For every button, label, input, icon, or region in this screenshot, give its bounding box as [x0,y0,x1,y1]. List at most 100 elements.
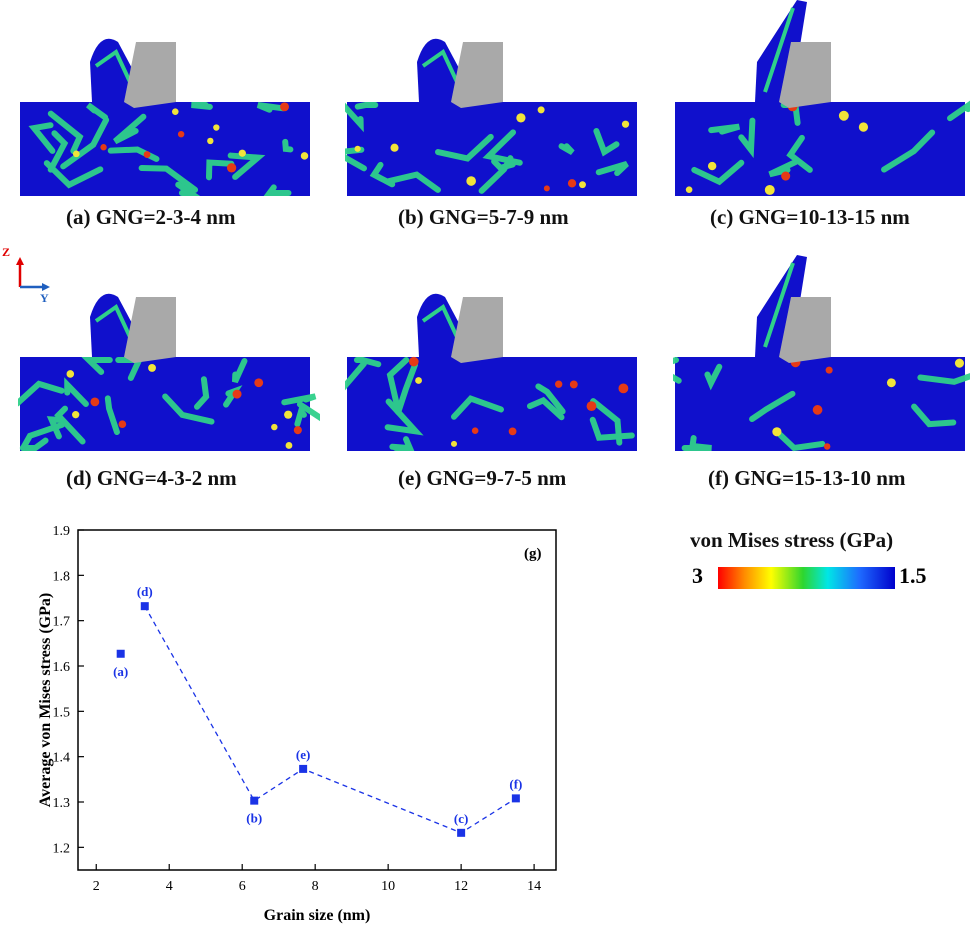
y-tick-label: 1.9 [53,524,71,539]
data-point-label: (f) [509,776,522,791]
stress-hotspot [618,383,629,394]
plot-frame [77,529,557,871]
caption-c: (c) GNG=10-13-15 nm [710,205,910,229]
stress-hotspot [271,423,278,431]
data-point [140,602,149,611]
y-tick-label: 1.7 [53,615,71,630]
chip [417,38,465,102]
x-tick-label: 4 [166,879,173,894]
snapshot-panel-c [675,0,970,196]
stress-hotspot [586,401,597,412]
stress-hotspot [764,184,775,195]
axis-key-z: Z [2,245,11,259]
chip [90,293,138,357]
cutting-tool [124,42,176,108]
stress-hotspot [100,144,107,151]
stress-hotspot [280,102,289,112]
snapshot-panel-b [345,38,637,196]
cutting-tool [779,42,831,108]
axis-key-y: Y [40,291,49,305]
grain-boundaries [691,100,970,186]
y-tick-label: 1.5 [53,705,71,720]
y-tick-label: 1.2 [53,841,71,856]
snapshot-panel-f [673,255,970,452]
panel-label-g: (g) [524,546,542,562]
stress-hotspot [238,149,246,157]
cutting-tool [451,42,503,108]
stress-hotspot [354,145,361,152]
data-point-label: (c) [454,811,468,826]
stress-hotspot [72,150,80,158]
stress-hotspot [226,163,237,173]
stress-hotspot [812,405,823,415]
stress-hotspot [148,363,156,372]
stress-hotspot [118,420,127,429]
grain-boundaries [345,102,629,194]
stress-hotspot [508,427,517,436]
chip [90,38,138,102]
data-point [457,828,466,837]
axis-key-arrows [16,257,50,291]
caption-a: (a) GNG=2-3-4 nm [66,205,236,229]
stress-hotspot [408,356,419,367]
stress-hotspot [177,130,185,138]
colorbar-title: von Mises stress (GPa) [690,528,894,552]
snapshot-panel-a [20,38,310,196]
workpiece-slab [675,357,965,451]
stress-hotspot [300,152,309,160]
data-point-label: (a) [113,664,128,679]
data-point [511,794,520,803]
stress-hotspot [450,440,458,447]
data-point [250,796,259,805]
data-point [299,764,308,773]
stress-hotspot [823,443,831,450]
stress-hotspot [284,410,293,419]
x-axis-label: Grain size (nm) [264,907,371,924]
x-tick-label: 12 [454,879,468,894]
stress-hotspot [415,377,422,384]
chip [417,293,465,357]
stress-hotspot [207,137,214,145]
stress-hotspot [707,161,717,171]
series-dashed-line [144,605,517,834]
x-tick-label: 14 [527,879,541,894]
colorbar-gradient [718,567,895,589]
stress-hotspot [579,181,586,189]
caption-b: (b) GNG=5-7-9 nm [398,205,569,229]
y-axis-label: Average von Mises stress (GPa) [37,593,54,807]
data-point-label: (d) [137,584,153,599]
stress-hotspot [781,171,791,181]
grain-boundaries [28,102,294,196]
x-tick-label: 6 [239,879,246,894]
stress-hotspot [285,442,293,449]
stress-hotspot [685,186,693,193]
y-tick-label: 1.6 [53,660,71,675]
data-point-label: (b) [246,811,262,826]
stress-hotspot [171,108,179,115]
snapshot-panel-e [345,293,637,451]
grain-boundaries [673,357,970,452]
cutting-tool [124,297,176,363]
x-tick-label: 10 [381,879,395,894]
stress-vs-grain-size-chart: 2 4 6 8 10 12 14 1.2 1.3 1.4 1.5 1.6 1.7 1.8 1.9 Grain … [37,524,557,924]
stress-hotspot [143,151,151,158]
stress-hotspot [213,124,220,131]
stress-hotspot [567,179,577,188]
y-tick-label: 1.3 [53,796,71,811]
caption-f: (f) GNG=15-13-10 nm [708,466,906,490]
stress-hotspot [293,426,302,435]
stress-hotspot [621,120,630,128]
colorbar-max-label: 1.5 [899,563,927,588]
stress-hotspot [471,427,479,434]
colorbar-min-label: 3 [692,563,703,588]
x-tick-label: 8 [312,879,319,894]
data-point-label: (e) [296,747,310,762]
y-tick-label: 1.8 [53,569,71,584]
stress-hotspot [466,176,476,186]
stress-hotspot [90,397,100,407]
stress-hotspot [66,370,75,378]
stress-hotspot [838,110,849,121]
stress-hotspot [555,380,563,388]
stress-hotspot [543,185,550,192]
stress-hotspot [825,366,833,374]
